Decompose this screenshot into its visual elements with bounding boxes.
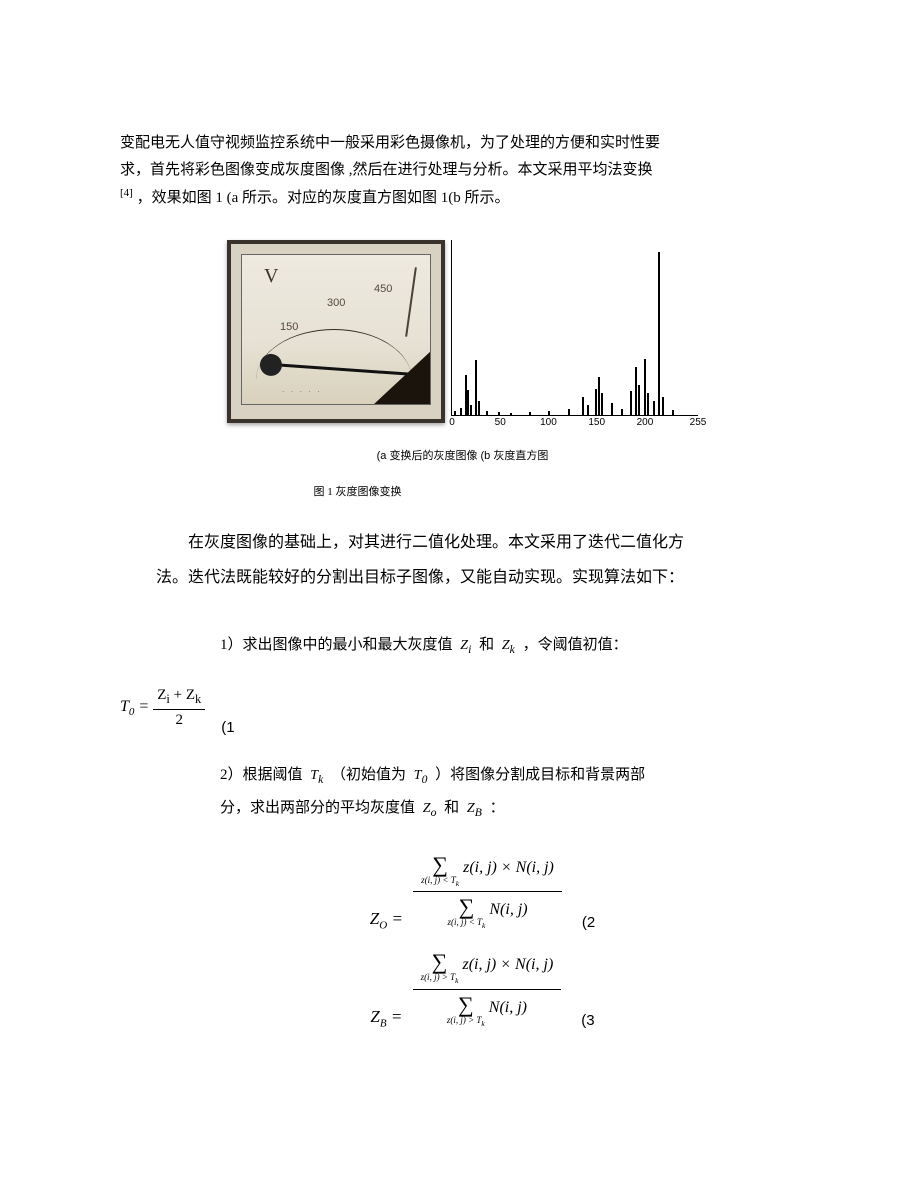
histogram-bar: [638, 385, 640, 415]
histogram-bar: [454, 411, 456, 415]
histogram-bar: [635, 367, 637, 415]
step-1: 1）求出图像中的最小和最大灰度值 Zi 和 Zk ，令阈值初值：: [220, 629, 775, 662]
histogram-bar: [601, 393, 603, 415]
eq1-fraction: Zi + Zk 2: [153, 687, 205, 729]
histogram-bar: [529, 412, 531, 415]
p2-line2: 法。迭代法既能较好的分割出目标子图像，又能自动实现。实现算法如下：: [156, 569, 684, 586]
figure-1: V 150 300 450 · · · · · 050100150200255: [120, 240, 805, 423]
equation-3: ZB = ∑z(i, j) > Tk z(i, j) × N(i, j) ∑z(…: [160, 949, 805, 1029]
gauge-corner-shadow: [373, 351, 431, 405]
eq3-fraction: ∑z(i, j) > Tk z(i, j) × N(i, j) ∑z(i, j)…: [413, 949, 562, 1029]
histogram-bar: [478, 401, 480, 415]
histogram-xtick-label: 100: [540, 417, 557, 428]
step2-text-f: ：: [490, 800, 505, 816]
equation-1: T0 = Zi + Zk 2 (1: [120, 687, 805, 729]
figure-1-subcaption: (a 变换后的灰度图像 (b 灰度直方图: [120, 447, 805, 463]
gauge-right-scale: [405, 267, 417, 337]
symbol-Tk: Tk: [306, 768, 327, 783]
step2-text-c: ）将图像分割成目标和背景两部: [435, 767, 645, 783]
histogram-bar: [653, 401, 655, 415]
equation-2: ZO = ∑z(i, j) < Tk z(i, j) × N(i, j) ∑z(…: [160, 852, 805, 932]
histogram-xtick-label: 0: [449, 417, 455, 428]
histogram-bar: [475, 360, 477, 415]
paragraph-1: 变配电无人值守视频监控系统中一般采用彩色摄像机，为了处理的方便和实时性要 求，首…: [120, 130, 805, 212]
gauge-face: V 150 300 450 · · · · ·: [241, 254, 431, 405]
histogram-bar: [548, 411, 550, 415]
histogram-bar: [587, 405, 589, 415]
histogram-xtick-label: 200: [637, 417, 654, 428]
histogram-bar: [644, 359, 646, 415]
step-2: 2）根据阈值 Tk （初始值为 T0 ）将图像分割成目标和背景两部 分，求出两部…: [220, 759, 775, 826]
histogram-bar: [568, 409, 570, 415]
histogram-bar: [460, 408, 462, 415]
reference-marker: [4]: [120, 187, 133, 199]
histogram-bar: [621, 409, 623, 415]
histogram-bar: [611, 403, 613, 415]
eq3-lhs: ZB =: [370, 1007, 406, 1029]
figure-1-caption: 图 1 灰度图像变换: [0, 483, 805, 499]
step1-text-a: 1）求出图像中的最小和最大灰度值: [220, 637, 456, 653]
histogram-bar: [662, 397, 664, 415]
p1-line2: 求，首先将彩色图像变成灰度图像 ,然后在进行处理与分析。本文采用平均法变换: [120, 162, 653, 178]
p2-line1: 在灰度图像的基础上，对其进行二值化处理。本文采用了迭代二值化方: [188, 534, 684, 551]
symbol-T0: T0: [410, 768, 432, 783]
p1-line1: 变配电无人值守视频监控系统中一般采用彩色摄像机，为了处理的方便和实时性要: [120, 135, 660, 151]
histogram-chart: 050100150200255: [451, 240, 698, 416]
gauge-unit: V: [264, 265, 278, 288]
step1-text-c: ，令阈值初值：: [523, 637, 628, 653]
eq1-number: (1: [221, 719, 234, 736]
histogram-bar: [672, 410, 674, 415]
histogram-bar: [582, 397, 584, 415]
eq3-number: (3: [581, 1012, 594, 1029]
step2-text-b: （初始值为: [331, 767, 410, 783]
histogram-bar: [658, 252, 660, 415]
histogram-bar: [647, 393, 649, 415]
eq2-number: (2: [582, 914, 595, 931]
gauge-image: V 150 300 450 · · · · ·: [227, 240, 445, 423]
histogram-bar: [470, 405, 472, 415]
step2-text-a: 2）根据阈值: [220, 767, 306, 783]
histogram-bar: [498, 412, 500, 415]
histogram-bar: [630, 391, 632, 415]
step2-text-e: 和: [444, 800, 463, 816]
symbol-Zo: Zo: [419, 801, 441, 816]
symbol-ZB: ZB: [463, 801, 486, 816]
symbol-Zi: Zi: [456, 638, 475, 653]
gauge-maker-label: · · · · ·: [282, 388, 321, 396]
p1-line3: ，效果如图 1 (a 所示。对应的灰度直方图如图 1(b 所示。: [137, 190, 510, 206]
histogram-bar: [486, 411, 488, 415]
histogram-bar: [465, 375, 467, 415]
step2-text-d: 分，求出两部分的平均灰度值: [220, 800, 419, 816]
histogram-bar: [598, 377, 600, 415]
histogram-xtick-label: 50: [495, 417, 506, 428]
paragraph-2: 在灰度图像的基础上，对其进行二值化处理。本文采用了迭代二值化方 法。迭代法既能较…: [156, 525, 805, 595]
symbol-Zk: Zk: [498, 638, 519, 653]
histogram-xtick-label: 255: [690, 417, 707, 428]
step1-text-b: 和: [479, 637, 498, 653]
gauge-scale-number: 150: [280, 321, 298, 333]
histogram-xtick-label: 150: [588, 417, 605, 428]
page: 变配电无人值守视频监控系统中一般采用彩色摄像机，为了处理的方便和实时性要 求，首…: [0, 0, 920, 1192]
eq1-lhs: T0 =: [120, 698, 153, 718]
histogram-bar: [467, 390, 469, 415]
eq2-lhs: ZO =: [370, 909, 407, 931]
gauge-scale-number: 450: [374, 283, 392, 295]
histogram-bar: [510, 413, 512, 415]
gauge-scale-number: 300: [327, 297, 345, 309]
histogram-bar: [595, 389, 597, 415]
eq2-fraction: ∑z(i, j) < Tk z(i, j) × N(i, j) ∑z(i, j)…: [413, 852, 562, 932]
